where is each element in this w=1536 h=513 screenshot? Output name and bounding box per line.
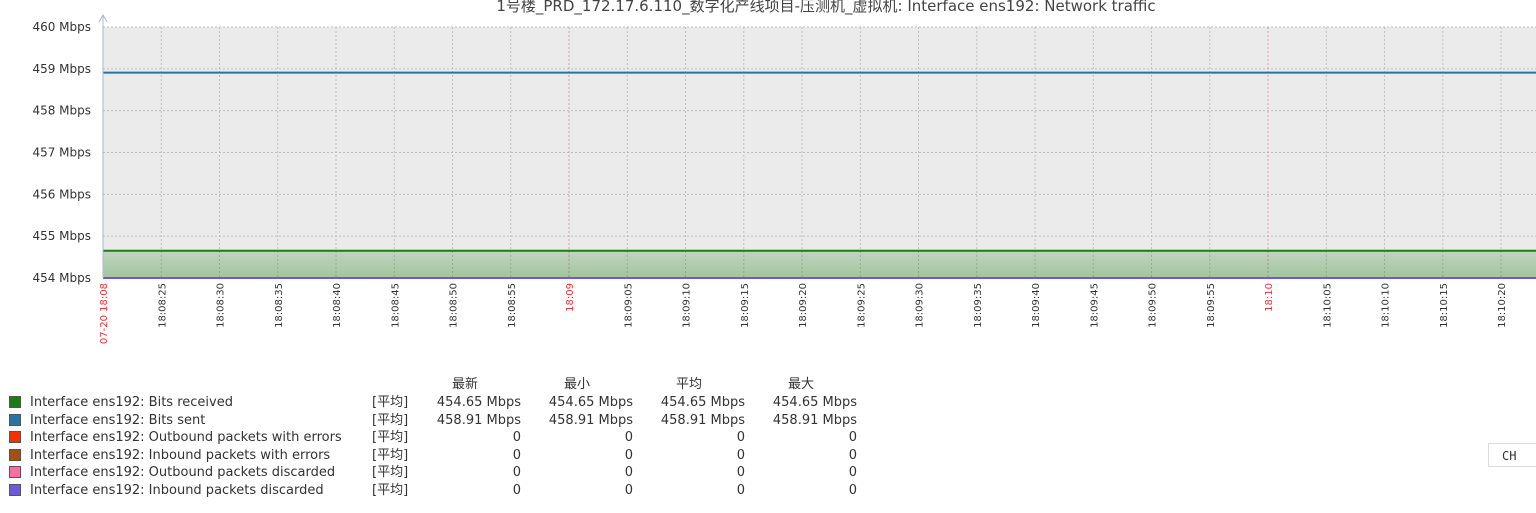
x-tick-label: 18:09:50 (1148, 283, 1159, 328)
x-tick-label: 18:08:45 (390, 283, 401, 328)
y-tick-label: 460 Mbps (32, 20, 91, 34)
x-tick-label: 18:08:40 (332, 283, 343, 328)
x-tick-label: 18:08:25 (157, 283, 168, 328)
series-area-bits-received (103, 250, 1536, 278)
y-tick-label: 456 Mbps (32, 187, 91, 201)
legend-swatch (9, 431, 21, 443)
x-tick-label: 18:10:05 (1322, 283, 1333, 328)
legend-item-function: [平均] (372, 395, 409, 410)
x-tick-label: 18:09:40 (1031, 283, 1042, 328)
legend-value-last: 0 (512, 465, 521, 480)
legend-value-max: 454.65 Mbps (772, 395, 857, 410)
y-tick-label: 457 Mbps (32, 146, 91, 160)
legend-value-min: 0 (624, 430, 633, 445)
x-tick-label: 18:08:30 (216, 283, 227, 328)
x-tick-label: 18:09:25 (856, 283, 867, 328)
y-tick-label: 458 Mbps (32, 104, 91, 118)
language-button[interactable]: CH (1488, 443, 1536, 467)
x-tick-label: 18:10:15 (1439, 283, 1450, 328)
legend-value-last: 0 (512, 430, 521, 445)
legend-value-avg: 454.65 Mbps (660, 395, 745, 410)
legend-swatch (9, 413, 21, 426)
legend-item-function: [平均] (372, 412, 409, 428)
legend-value-avg: 0 (736, 447, 745, 463)
x-tick-label: 18:09:15 (740, 283, 751, 328)
legend-value-max: 0 (848, 465, 857, 480)
legend-swatch (9, 466, 21, 478)
x-tick-label: 18:09:30 (915, 283, 926, 328)
legend-value-avg: 0 (736, 482, 745, 498)
x-tick-label: 18:09:05 (623, 283, 634, 328)
legend-item-function: [平均] (372, 465, 409, 480)
legend-value-max: 0 (848, 430, 857, 445)
legend-header-last: 最新 (451, 377, 478, 392)
x-tick-label: 18:10:10 (1381, 283, 1392, 328)
legend-value-avg: 458.91 Mbps (660, 412, 745, 428)
x-tick-label: 18:08:50 (449, 283, 460, 328)
legend-value-max: 0 (848, 482, 857, 498)
legend-value-last: 0 (512, 447, 521, 463)
y-tick-label: 459 Mbps (32, 62, 91, 76)
legend-value-last: 454.65 Mbps (436, 395, 521, 410)
legend-header-avg: 平均 (675, 377, 702, 392)
y-axis-arrow-icon (98, 13, 108, 23)
y-axis-labels: 460 Mbps 459 Mbps 458 Mbps 457 Mbps 456 Mbps… (32, 20, 91, 285)
y-tick-label: 455 Mbps (32, 229, 91, 243)
legend-item-name: Interface ens192: Inbound packets discar… (30, 482, 324, 498)
legend-item-name: Interface ens192: Bits sent (30, 412, 206, 428)
x-tick-label: 18:09:45 (1089, 283, 1100, 328)
legend-value-max: 0 (848, 447, 857, 463)
y-tick-label: 454 Mbps (32, 271, 91, 285)
legend-value-avg: 0 (736, 465, 745, 480)
x-tick-label: 18:09:20 (798, 283, 809, 328)
chart-title: 1号楼_PRD_172.17.6.110_数字化产线项目-压测机_虚拟机: In… (496, 0, 1155, 16)
legend-value-min: 0 (624, 447, 633, 463)
legend-swatch (9, 396, 21, 408)
x-axis-labels: 07-20 18:08 18:08:25 18:08:30 18:08:35 18:08… (99, 283, 1508, 344)
legend-value-last: 458.91 Mbps (436, 412, 521, 428)
x-tick-label: 18:09:10 (682, 283, 693, 328)
axes (98, 13, 108, 278)
x-tick-label: 18:09 (565, 283, 576, 312)
x-tick-label: 18:08:35 (274, 283, 285, 328)
legend-item-name: Interface ens192: Outbound packets with … (30, 430, 342, 445)
legend-header-max: 最大 (787, 377, 814, 392)
legend-value-avg: 0 (736, 430, 745, 445)
x-tick-label: 18:08:55 (507, 283, 518, 328)
x-tick-label: 07-20 18:08 (99, 283, 110, 344)
legend-value-min: 454.65 Mbps (548, 395, 633, 410)
x-tick-label: 18:09:55 (1206, 283, 1217, 328)
x-tick-label: 18:10 (1264, 283, 1275, 312)
x-tick-label: 18:09:35 (973, 283, 984, 328)
legend-item-name: Interface ens192: Outbound packets disca… (30, 465, 336, 480)
legend-swatch (9, 448, 21, 461)
legend-value-min: 0 (624, 482, 633, 498)
legend-value-max: 458.91 Mbps (772, 412, 857, 428)
legend-value-min: 0 (624, 465, 633, 480)
legend-item-function: [平均] (372, 447, 409, 463)
series-layer (103, 71, 1536, 279)
legend-item-name: Interface ens192: Inbound packets with e… (30, 447, 331, 463)
legend-header-min: 最小 (563, 377, 590, 392)
legend-item-function: [平均] (372, 482, 409, 498)
legend-value-min: 458.91 Mbps (548, 412, 633, 428)
legend-item-function: [平均] (372, 430, 409, 445)
x-tick-label: 18:10:20 (1497, 283, 1508, 328)
legend-item-name: Interface ens192: Bits received (30, 395, 233, 410)
legend-value-last: 0 (512, 482, 521, 498)
legend-swatch (9, 483, 21, 496)
network-traffic-chart: 1号楼_PRD_172.17.6.110_数字化产线项目-压测机_虚拟机: In… (32, 0, 1536, 344)
